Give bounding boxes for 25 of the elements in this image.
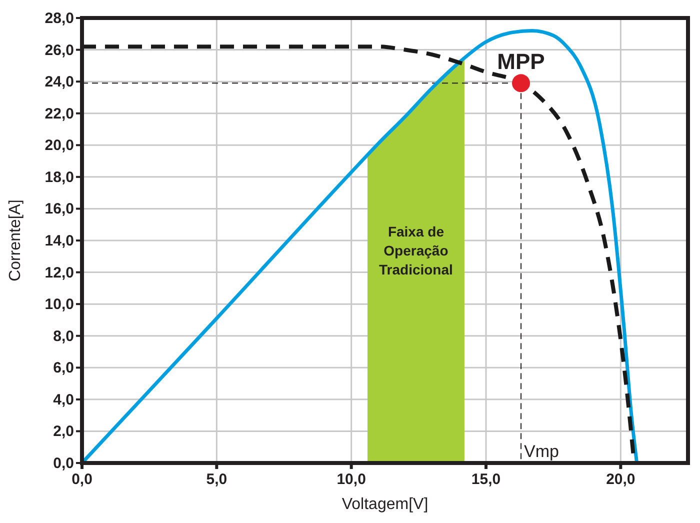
x-tick-label: 10,0 (336, 471, 366, 488)
x-tick-label: 0,0 (72, 471, 92, 488)
y-tick-label: 26,0 (44, 42, 74, 59)
band-label: Faixa de Operação Tradicional (379, 224, 453, 278)
y-tick-label: 0,0 (53, 455, 74, 472)
x-tick-label: 20,0 (606, 471, 636, 488)
y-axis-title: Corrente[A] (7, 200, 24, 282)
y-tick-label: 14,0 (44, 232, 74, 250)
y-tick-label: 8,0 (53, 328, 74, 345)
ref-line-label: Vmp (524, 442, 559, 461)
y-tick-label: 2,0 (53, 423, 74, 440)
y-tick-label: 22,0 (44, 105, 74, 122)
annotation: MPP (497, 49, 545, 74)
y-tick-label: 20,0 (44, 137, 74, 154)
x-tick-label: 5,0 (206, 471, 228, 488)
x-tick-label: 15,0 (471, 471, 501, 488)
y-tick-label: 10,0 (44, 296, 74, 314)
y-tick-label: 28,0 (44, 10, 74, 27)
y-tick-label: 24,0 (44, 74, 74, 91)
y-tick-label: 4,0 (53, 391, 74, 408)
x-axis-title: Voltagem[V] (342, 496, 428, 513)
y-tick-label: 16,0 (44, 200, 74, 218)
y-tick-label: 18,0 (44, 168, 74, 186)
y-tick-label: 6,0 (53, 360, 74, 377)
y-tick-label: 12,0 (44, 264, 74, 282)
